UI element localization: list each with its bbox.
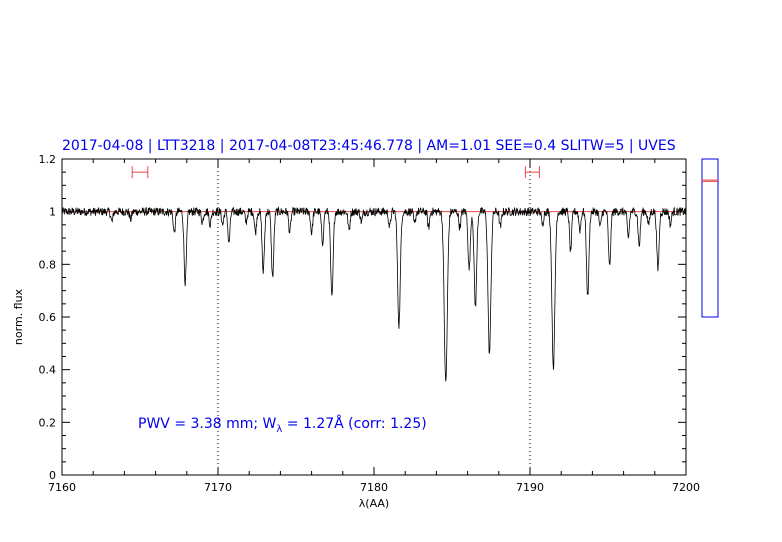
continuum-window-marker (131, 166, 149, 179)
y-tick-label: 0.6 (39, 311, 57, 324)
y-tick-label: 1.2 (39, 153, 57, 166)
side-panel (701, 158, 719, 318)
y-axis: 0 0.2 0.4 0.6 0.8 1 1.2 (39, 153, 686, 482)
pwv-rest: = 1.27Å (corr: 1.25) (282, 415, 426, 432)
x-tick-label: 7200 (672, 481, 700, 494)
x-tick-label: 7180 (360, 481, 388, 494)
y-tick-label: 0.8 (39, 258, 57, 271)
continuum-window-marker (524, 166, 540, 179)
x-axis: 7160 7170 7180 7190 7200 (48, 159, 700, 494)
y-tick-label: 0.2 (39, 416, 57, 429)
y-tick-label: 0 (49, 469, 56, 482)
chart-title: 2017-04-08 | LTT3218 | 2017-04-08T23:45:… (62, 138, 676, 154)
side-panel-frame (701, 158, 719, 318)
pwv-subscript: λ (276, 424, 282, 435)
y-axis-label: norm. flux (12, 288, 25, 345)
y-tick-label: 1 (49, 206, 56, 219)
pwv-text: PWV = 3.38 mm; W (138, 416, 277, 432)
spectrum-series-line (61, 206, 687, 382)
x-tick-label: 7170 (204, 481, 232, 494)
pwv-annotation: PWV = 3.38 mm; Wλ = 1.27Å (corr: 1.25) (138, 415, 427, 435)
y-tick-label: 0.4 (39, 364, 57, 377)
x-tick-label: 7160 (48, 481, 76, 494)
continuum-windows (131, 166, 540, 179)
x-tick-label: 7190 (516, 481, 544, 494)
x-axis-label: λ(AA) (359, 497, 389, 510)
